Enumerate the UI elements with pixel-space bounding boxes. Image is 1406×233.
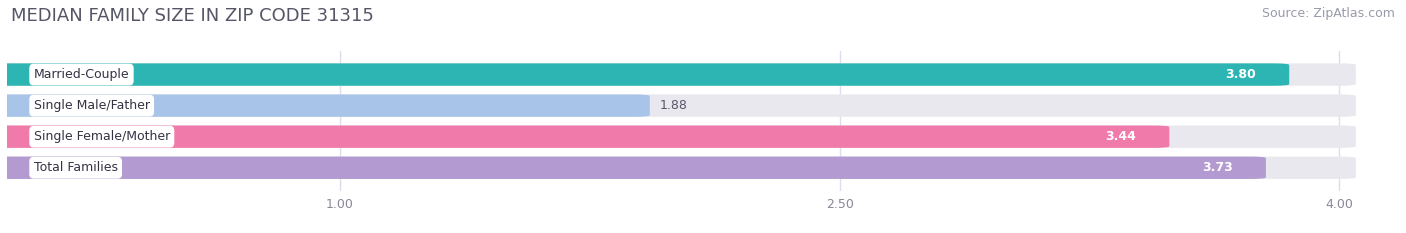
Text: Source: ZipAtlas.com: Source: ZipAtlas.com xyxy=(1261,7,1395,20)
Text: MEDIAN FAMILY SIZE IN ZIP CODE 31315: MEDIAN FAMILY SIZE IN ZIP CODE 31315 xyxy=(11,7,374,25)
FancyBboxPatch shape xyxy=(0,94,650,117)
Text: Married-Couple: Married-Couple xyxy=(34,68,129,81)
Text: 3.44: 3.44 xyxy=(1105,130,1136,143)
Text: Total Families: Total Families xyxy=(34,161,118,174)
Text: 3.80: 3.80 xyxy=(1225,68,1256,81)
FancyBboxPatch shape xyxy=(0,63,1289,86)
FancyBboxPatch shape xyxy=(0,126,1170,148)
Text: 3.73: 3.73 xyxy=(1202,161,1233,174)
Text: Single Male/Father: Single Male/Father xyxy=(34,99,149,112)
FancyBboxPatch shape xyxy=(0,63,1355,86)
Text: Single Female/Mother: Single Female/Mother xyxy=(34,130,170,143)
FancyBboxPatch shape xyxy=(0,94,1355,117)
FancyBboxPatch shape xyxy=(0,126,1355,148)
FancyBboxPatch shape xyxy=(0,157,1355,179)
FancyBboxPatch shape xyxy=(0,157,1265,179)
Text: 1.88: 1.88 xyxy=(659,99,688,112)
